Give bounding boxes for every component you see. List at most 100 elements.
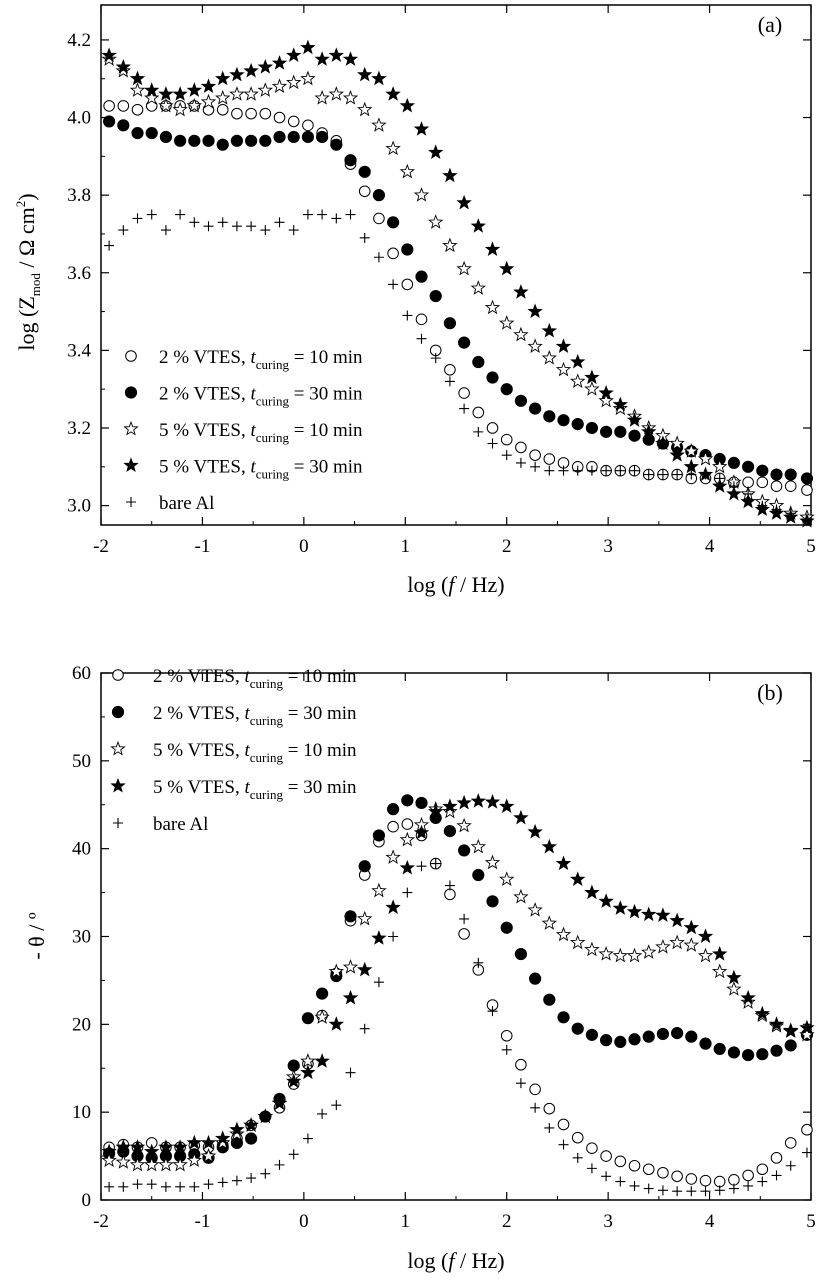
panel-a-series-5-point [246,221,257,232]
panel-a-series-2-point [756,464,769,477]
panel-b-x-tick-label: 4 [705,1211,715,1232]
panel-a-series-2-point [131,126,144,140]
panel-a-series-2-point [543,410,556,423]
panel-a-label: (a) [758,12,782,37]
panel-b-series-2-point [344,910,357,923]
panel-a-series-2-point [401,243,414,256]
panel-b-series-1-point [728,1173,740,1186]
panel-a-series-4-point [513,284,529,299]
panel-b-label: (b) [757,680,783,705]
panel-a-series-5-point [757,500,768,511]
panel-a-series-3-point [371,117,387,132]
panel-a-series-2-point [174,134,187,147]
panel-b-series-2-point [486,895,499,908]
panel-a-series-4-point [598,384,614,400]
panel-b-series-4-point [200,1134,217,1150]
panel-b-series-5-point [700,1186,711,1197]
panel-b-series-5-point [274,1159,285,1170]
panel-b-series-4-point [271,1095,288,1110]
panel-b-series-4-point [286,1073,302,1088]
panel-a-series-2-point [458,336,471,349]
panel-b-series-5-point [189,1181,200,1192]
panel-a-series-1-point [529,449,541,461]
panel-a-x-tick-label: -2 [93,536,109,557]
panel-b-series-3-point [186,1152,202,1168]
panel-b-series-3-point [385,849,401,864]
panel-a-series-1-point [273,111,286,124]
panel-a-series-3-point [328,86,344,101]
panel-b-series-2-point [401,794,414,807]
panel-a-series-2-point [557,414,570,427]
panel-a-series-1-point [401,278,414,291]
panel-b-series-4-point [342,989,359,1005]
panel-b-series-1-point [770,1152,783,1164]
panel-a-series-5-point [359,232,370,243]
panel-a-series-1-point [358,185,371,198]
panel-a-series-1-point [500,433,513,446]
panel-b-series-3-point [399,831,415,847]
panel-b-series-3-point [371,882,387,898]
panel-a-series-5-point [175,209,186,220]
panel-b-series-2-point [415,796,428,810]
panel-a-series-1-point [373,212,385,225]
panel-a-series-2-point [330,138,343,151]
panel-b-series-3-point [200,1147,217,1163]
panel-b-series-2-point [614,1035,627,1049]
panel-a-series-5-point [615,465,626,476]
panel-b-series-4-point [300,1064,316,1080]
panel-b-series-3-point [484,854,501,870]
panel-b-series-2-point [500,921,513,934]
panel-b-series-3-point [101,1152,117,1168]
panel-a-legend: 2 % VTES, tcuring = 10 min 2 % VTES, tcur… [123,347,363,514]
panel-b-series-5-point [416,861,427,872]
panel-a-x-tick-label: 0 [299,536,309,557]
panel-b-series-5-point [572,1152,583,1163]
panel-b-series-4-point [371,930,387,945]
panel-a-series-5-point [459,403,470,414]
panel-a-series-4-point [101,47,117,62]
panel-b-series-2-point [742,1048,755,1062]
panel-a-legend-label-5: bare Al [159,493,214,514]
panel-a-series-4-point [726,485,742,501]
panel-a-series-5-point [146,209,157,220]
panel-b-series-1-point [784,1137,797,1149]
panel-a-series-2-point [117,119,130,132]
panel-b-series-1-point [500,1029,513,1042]
panel-b-x-tick-label: 0 [299,1211,309,1232]
panel-a-series-2-point [103,115,116,128]
panel-b-series-5-point [430,858,441,869]
panel-a-series-2-point [159,130,173,144]
panel-a-data-points [101,39,815,528]
panel-b-series-5-point [118,1181,129,1192]
panel-b-series-3-point [229,1126,245,1141]
panel-b-series-2-point [784,1039,797,1052]
panel-a-x-tick-label: 3 [603,536,613,557]
panel-a-series-4-point [158,86,174,101]
panel-a-series-4-point [626,412,643,427]
panel-a-series-5-point [686,469,697,480]
panel-b-series-1-point [657,1166,669,1179]
panel-b-series-2-point [543,993,556,1006]
panel-a-legend-label-2: 2 % VTES, tcuring = 30 min [159,384,363,409]
panel-b-series-4-point [129,1139,146,1154]
panel-b-series-3-point [740,994,756,1009]
panel-a-series-4-point [413,121,430,136]
panel-a-series-4-point [172,86,188,101]
panel-b-series-5-point [473,957,484,968]
panel-a-series-1-point [801,484,813,496]
panel-a-series-2-point [372,189,386,202]
panel-b-series-3-point [683,937,699,952]
panel-b-series-1-point [529,1083,541,1096]
panel-a-series-3-point [499,315,515,330]
panel-b-series-4-point [726,969,742,985]
panel-b-series-5-point [104,1181,115,1192]
panel-b-series-3-point [799,1026,815,1042]
panel-a-series-1-point [216,103,229,116]
panel-a-series-2-point [316,130,329,144]
panel-b-series-3-point [555,926,572,942]
panel-a-series-4-point [144,82,160,97]
panel-a-series-2-point [443,317,457,330]
panel-a-series-4-point [357,66,373,82]
